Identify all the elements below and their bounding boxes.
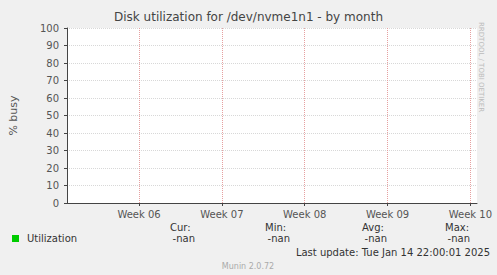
svg-text:100: 100: [40, 23, 59, 34]
svg-text:Cur:: Cur:: [170, 222, 191, 233]
svg-text:Max:: Max:: [445, 222, 469, 233]
svg-text:Munin 2.0.72: Munin 2.0.72: [222, 262, 274, 271]
svg-text:30: 30: [46, 145, 59, 156]
svg-text:% busy: % busy: [7, 95, 20, 136]
svg-text:Week 10: Week 10: [449, 209, 492, 220]
svg-text:Week 08: Week 08: [283, 209, 326, 220]
svg-text:20: 20: [46, 163, 59, 174]
svg-text:50: 50: [46, 110, 59, 121]
svg-text:Min:: Min:: [265, 222, 286, 233]
svg-text:-nan: -nan: [365, 233, 387, 244]
svg-text:60: 60: [46, 93, 59, 104]
svg-text:90: 90: [46, 40, 59, 51]
svg-text:80: 80: [46, 58, 59, 69]
svg-text:-nan: -nan: [268, 233, 290, 244]
svg-text:40: 40: [46, 128, 59, 139]
svg-text:-nan: -nan: [173, 233, 195, 244]
svg-text:RRDTOOL / TOBI OETIKER: RRDTOOL / TOBI OETIKER: [477, 22, 485, 112]
svg-text:Last update: Tue Jan 14 22:00:: Last update: Tue Jan 14 22:00:01 2025: [296, 247, 490, 258]
svg-text:Disk utilization for /dev/nvme: Disk utilization for /dev/nvme1n1 - by m…: [114, 10, 383, 24]
svg-text:Avg:: Avg:: [362, 222, 384, 233]
svg-text:Week 07: Week 07: [200, 209, 243, 220]
svg-text:-nan: -nan: [448, 233, 470, 244]
svg-text:70: 70: [46, 75, 59, 86]
svg-text:0: 0: [53, 198, 59, 209]
svg-text:Week 09: Week 09: [366, 209, 409, 220]
svg-text:Utilization: Utilization: [27, 233, 77, 244]
svg-text:Week 06: Week 06: [117, 209, 160, 220]
svg-text:10: 10: [46, 180, 59, 191]
